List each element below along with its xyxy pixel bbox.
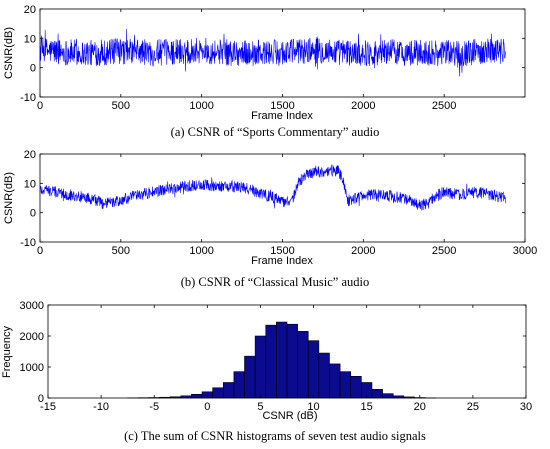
- y-tick-label: 20: [24, 4, 36, 16]
- panel-c: -15 -10 -5 0 5 10 15 20 25 30 0 1000 2000 3000 CSNR …: [1, 300, 532, 443]
- y-ticks-a: -10 0 10 20: [20, 4, 525, 104]
- x-tick-label: 1000: [189, 100, 213, 112]
- series-a: [39, 28, 506, 77]
- histogram-bar: [244, 355, 256, 399]
- histogram-bar: [180, 395, 192, 399]
- caption-a: (a) CSNR of “Sports Commentary” audio: [171, 125, 380, 139]
- xlabel-c: CSNR (dB): [262, 410, 317, 422]
- y-tick-label: 10: [24, 33, 36, 45]
- xlabel-b: Frame Index: [251, 255, 313, 267]
- caption-b: (b) CSNR of “Classical Music” audio: [181, 275, 370, 289]
- x-ticks-b: 0 500 1000 1500 2000 2500 3000: [37, 154, 537, 257]
- x-tick-label: 1500: [270, 100, 294, 112]
- histogram-bar: [222, 382, 235, 399]
- ylabel-a: CSNR(dB): [3, 27, 15, 79]
- y-ticks-c: 0 1000 2000 3000: [20, 300, 526, 405]
- histogram-bar: [191, 393, 203, 399]
- histogram-bar: [371, 389, 383, 399]
- x-tick-label: 0: [204, 401, 210, 413]
- x-tick-label: 20: [414, 401, 426, 413]
- histogram-bar: [382, 393, 394, 399]
- xlabel-a: Frame Index: [251, 110, 313, 122]
- histogram-bar: [403, 396, 415, 399]
- x-tick-label: 500: [112, 245, 130, 257]
- x-tick-label: 30: [520, 401, 532, 413]
- y-tick-label: 0: [38, 393, 44, 405]
- histogram-bar: [276, 321, 288, 399]
- x-tick-label: -10: [93, 401, 109, 413]
- histogram-bar: [297, 331, 309, 399]
- csnr-series-line: [39, 164, 506, 212]
- y-tick-label: 3000: [20, 300, 44, 312]
- x-tick-label: 2000: [351, 245, 375, 257]
- y-tick-label: 20: [24, 149, 36, 161]
- x-ticks-a: 0 500 1000 1500 2000 2500: [37, 9, 456, 112]
- series-b: [39, 164, 506, 212]
- histogram-bar: [307, 340, 320, 399]
- y-tick-label: -10: [20, 92, 36, 104]
- histogram-bar: [339, 371, 352, 399]
- histogram-bar: [212, 387, 224, 399]
- x-tick-label: 1000: [189, 245, 213, 257]
- x-tick-label: 2000: [351, 100, 375, 112]
- x-tick-label: -15: [40, 401, 56, 413]
- x-tick-label: -5: [149, 401, 159, 413]
- x-tick-label: 500: [112, 100, 130, 112]
- x-tick-label: 2500: [432, 245, 456, 257]
- x-tick-label: 25: [467, 401, 479, 413]
- y-ticks-b: -10 0 10 20: [20, 149, 525, 249]
- y-tick-label: 10: [24, 178, 36, 190]
- y-tick-label: 2000: [20, 331, 44, 343]
- histogram-bar: [350, 375, 362, 399]
- x-tick-label: 5: [257, 401, 263, 413]
- x-tick-label: 2500: [432, 100, 456, 112]
- histogram-bar: [265, 324, 277, 399]
- x-tick-label: 15: [361, 401, 373, 413]
- x-ticks-c: -15 -10 -5 0 5 10 15 20 25 30: [40, 305, 532, 413]
- histogram-bar: [329, 363, 341, 399]
- bars-c: [127, 321, 437, 399]
- histogram-bar: [233, 371, 245, 399]
- y-tick-label: 0: [30, 63, 36, 75]
- x-tick-label: 0: [37, 100, 43, 112]
- x-tick-label: 1500: [270, 245, 294, 257]
- histogram-bar: [169, 396, 182, 399]
- x-tick-label: 10: [307, 401, 319, 413]
- ylabel-c: Frequency: [1, 326, 13, 378]
- histogram-bar: [392, 395, 405, 399]
- y-tick-label: 0: [30, 208, 36, 220]
- x-tick-label: 3000: [513, 245, 537, 257]
- x-tick-label: 0: [37, 245, 43, 257]
- y-tick-label: -10: [20, 237, 36, 249]
- histogram-bar: [254, 335, 267, 399]
- csnr-series-line: [39, 28, 506, 77]
- histogram-bar: [286, 323, 298, 399]
- ylabel-b: CSNR(dB): [3, 172, 15, 224]
- histogram-bar: [159, 396, 171, 399]
- caption-c: (c) The sum of CSNR histograms of seven …: [124, 429, 426, 443]
- histogram-bar: [318, 352, 330, 399]
- y-tick-label: 1000: [20, 362, 44, 374]
